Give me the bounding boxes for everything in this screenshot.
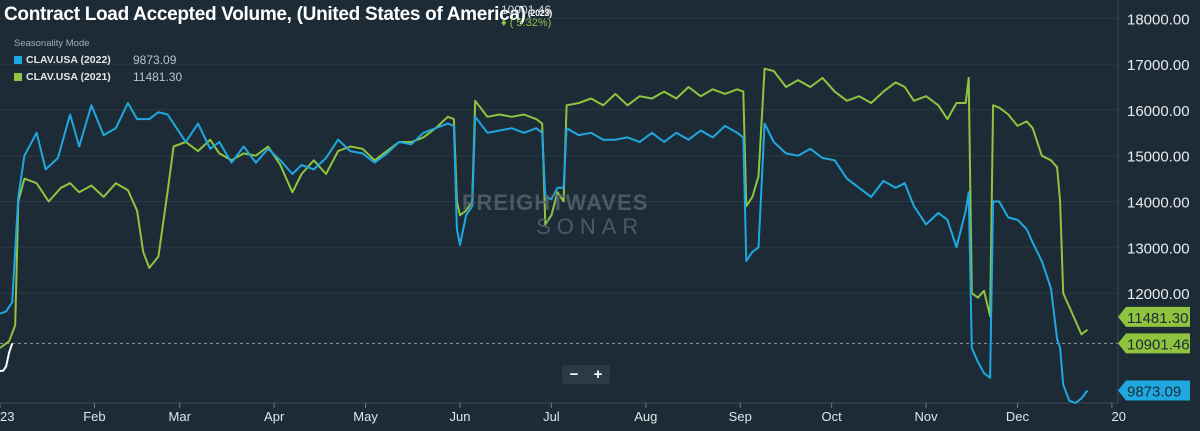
legend-item-2022[interactable]: CLAV.USA (2022) 9873.09	[14, 51, 182, 68]
x-tick-label: Oct	[822, 409, 843, 424]
x-tick-label: Sep	[729, 409, 752, 424]
x-tick-label: Jun	[450, 409, 471, 424]
series-line-clav-usa-2021[interactable]	[0, 67, 1089, 349]
legend-item-2021[interactable]: CLAV.USA (2021) 11481.30	[14, 68, 182, 85]
badge-shape	[1118, 306, 1190, 327]
x-tick-label: May	[353, 409, 378, 424]
legend: Seasonality Mode CLAV.USA (2022) 9873.09…	[14, 38, 182, 85]
legend-name: CLAV.USA (2022)	[26, 53, 111, 66]
zoom-in-button[interactable]: +	[593, 366, 603, 383]
series-line-clav-usa-2022[interactable]	[0, 102, 1089, 404]
value-badge: 10901.46	[1118, 333, 1190, 354]
value-badge: 11481.30	[1118, 306, 1190, 327]
badge-shape	[1118, 380, 1190, 401]
series-line-clav-usa-2023[interactable]	[0, 343, 14, 372]
badge-label: 11481.30	[1127, 310, 1188, 327]
series-lines	[0, 67, 1089, 404]
up-arrow-icon: ♦	[501, 17, 507, 29]
swatch-icon	[14, 72, 22, 81]
y-tick-label: 17000.00	[1127, 57, 1190, 74]
x-tick-label: Nov	[915, 409, 939, 424]
watermark: FREIGHTWAVES SONAR	[462, 190, 648, 240]
badge-label: 10901.46	[1127, 336, 1190, 353]
value-badges: 11481.30 10901.46 9873.09	[1118, 306, 1190, 401]
headline-value: 10901.46 ♦ ( 5.32%)	[501, 4, 551, 30]
watermark-line2: SONAR	[536, 214, 645, 239]
grid-lines	[0, 17, 1118, 344]
badge-label: 9873.09	[1127, 383, 1181, 400]
y-tick-label: 18000.00	[1127, 11, 1190, 28]
x-tick-label: Jul	[543, 409, 560, 424]
headline-change: ♦ ( 5.32%)	[501, 17, 552, 29]
x-axis: 23 Feb Mar Apr May Jun Jul Aug Sep Oct Nov Dec 20	[0, 402, 1126, 424]
y-tick-label: 14000.00	[1127, 195, 1190, 212]
zoom-controls: − +	[562, 365, 610, 384]
x-tick-label: Dec	[1006, 409, 1030, 424]
x-tick-label: Aug	[634, 409, 657, 424]
legend-value: 11481.30	[133, 69, 183, 84]
y-tick-label: 13000.00	[1127, 240, 1190, 257]
x-tick-label: 23	[0, 409, 14, 424]
headline-number: 10901.46	[501, 3, 552, 17]
zoom-out-button[interactable]: −	[569, 366, 579, 383]
badge-shape	[1118, 333, 1190, 354]
y-tick-label: 15000.00	[1127, 149, 1190, 166]
title-year: (2023)	[527, 8, 553, 18]
x-tick-label: Apr	[264, 409, 285, 424]
chart-title: Contract Load Accepted Volume, (United S…	[4, 4, 553, 25]
x-tick-label: Feb	[83, 409, 105, 424]
y-tick-label: 12000.00	[1127, 286, 1190, 303]
legend-name: CLAV.USA (2021)	[26, 70, 111, 83]
y-tick-label: 16000.00	[1127, 103, 1190, 120]
watermark-line1: FREIGHTWAVES	[462, 190, 649, 215]
seasonality-mode-label: Seasonality Mode	[14, 38, 90, 49]
value-badge: 9873.09	[1118, 380, 1190, 401]
legend-value: 9873.09	[133, 52, 177, 67]
x-tick-label: 20	[1112, 409, 1126, 424]
y-axis: 18000.00 17000.00 16000.00 15000.00 14000.00…	[1117, 0, 1190, 403]
swatch-icon	[14, 55, 22, 64]
x-tick-label: Mar	[169, 409, 192, 424]
